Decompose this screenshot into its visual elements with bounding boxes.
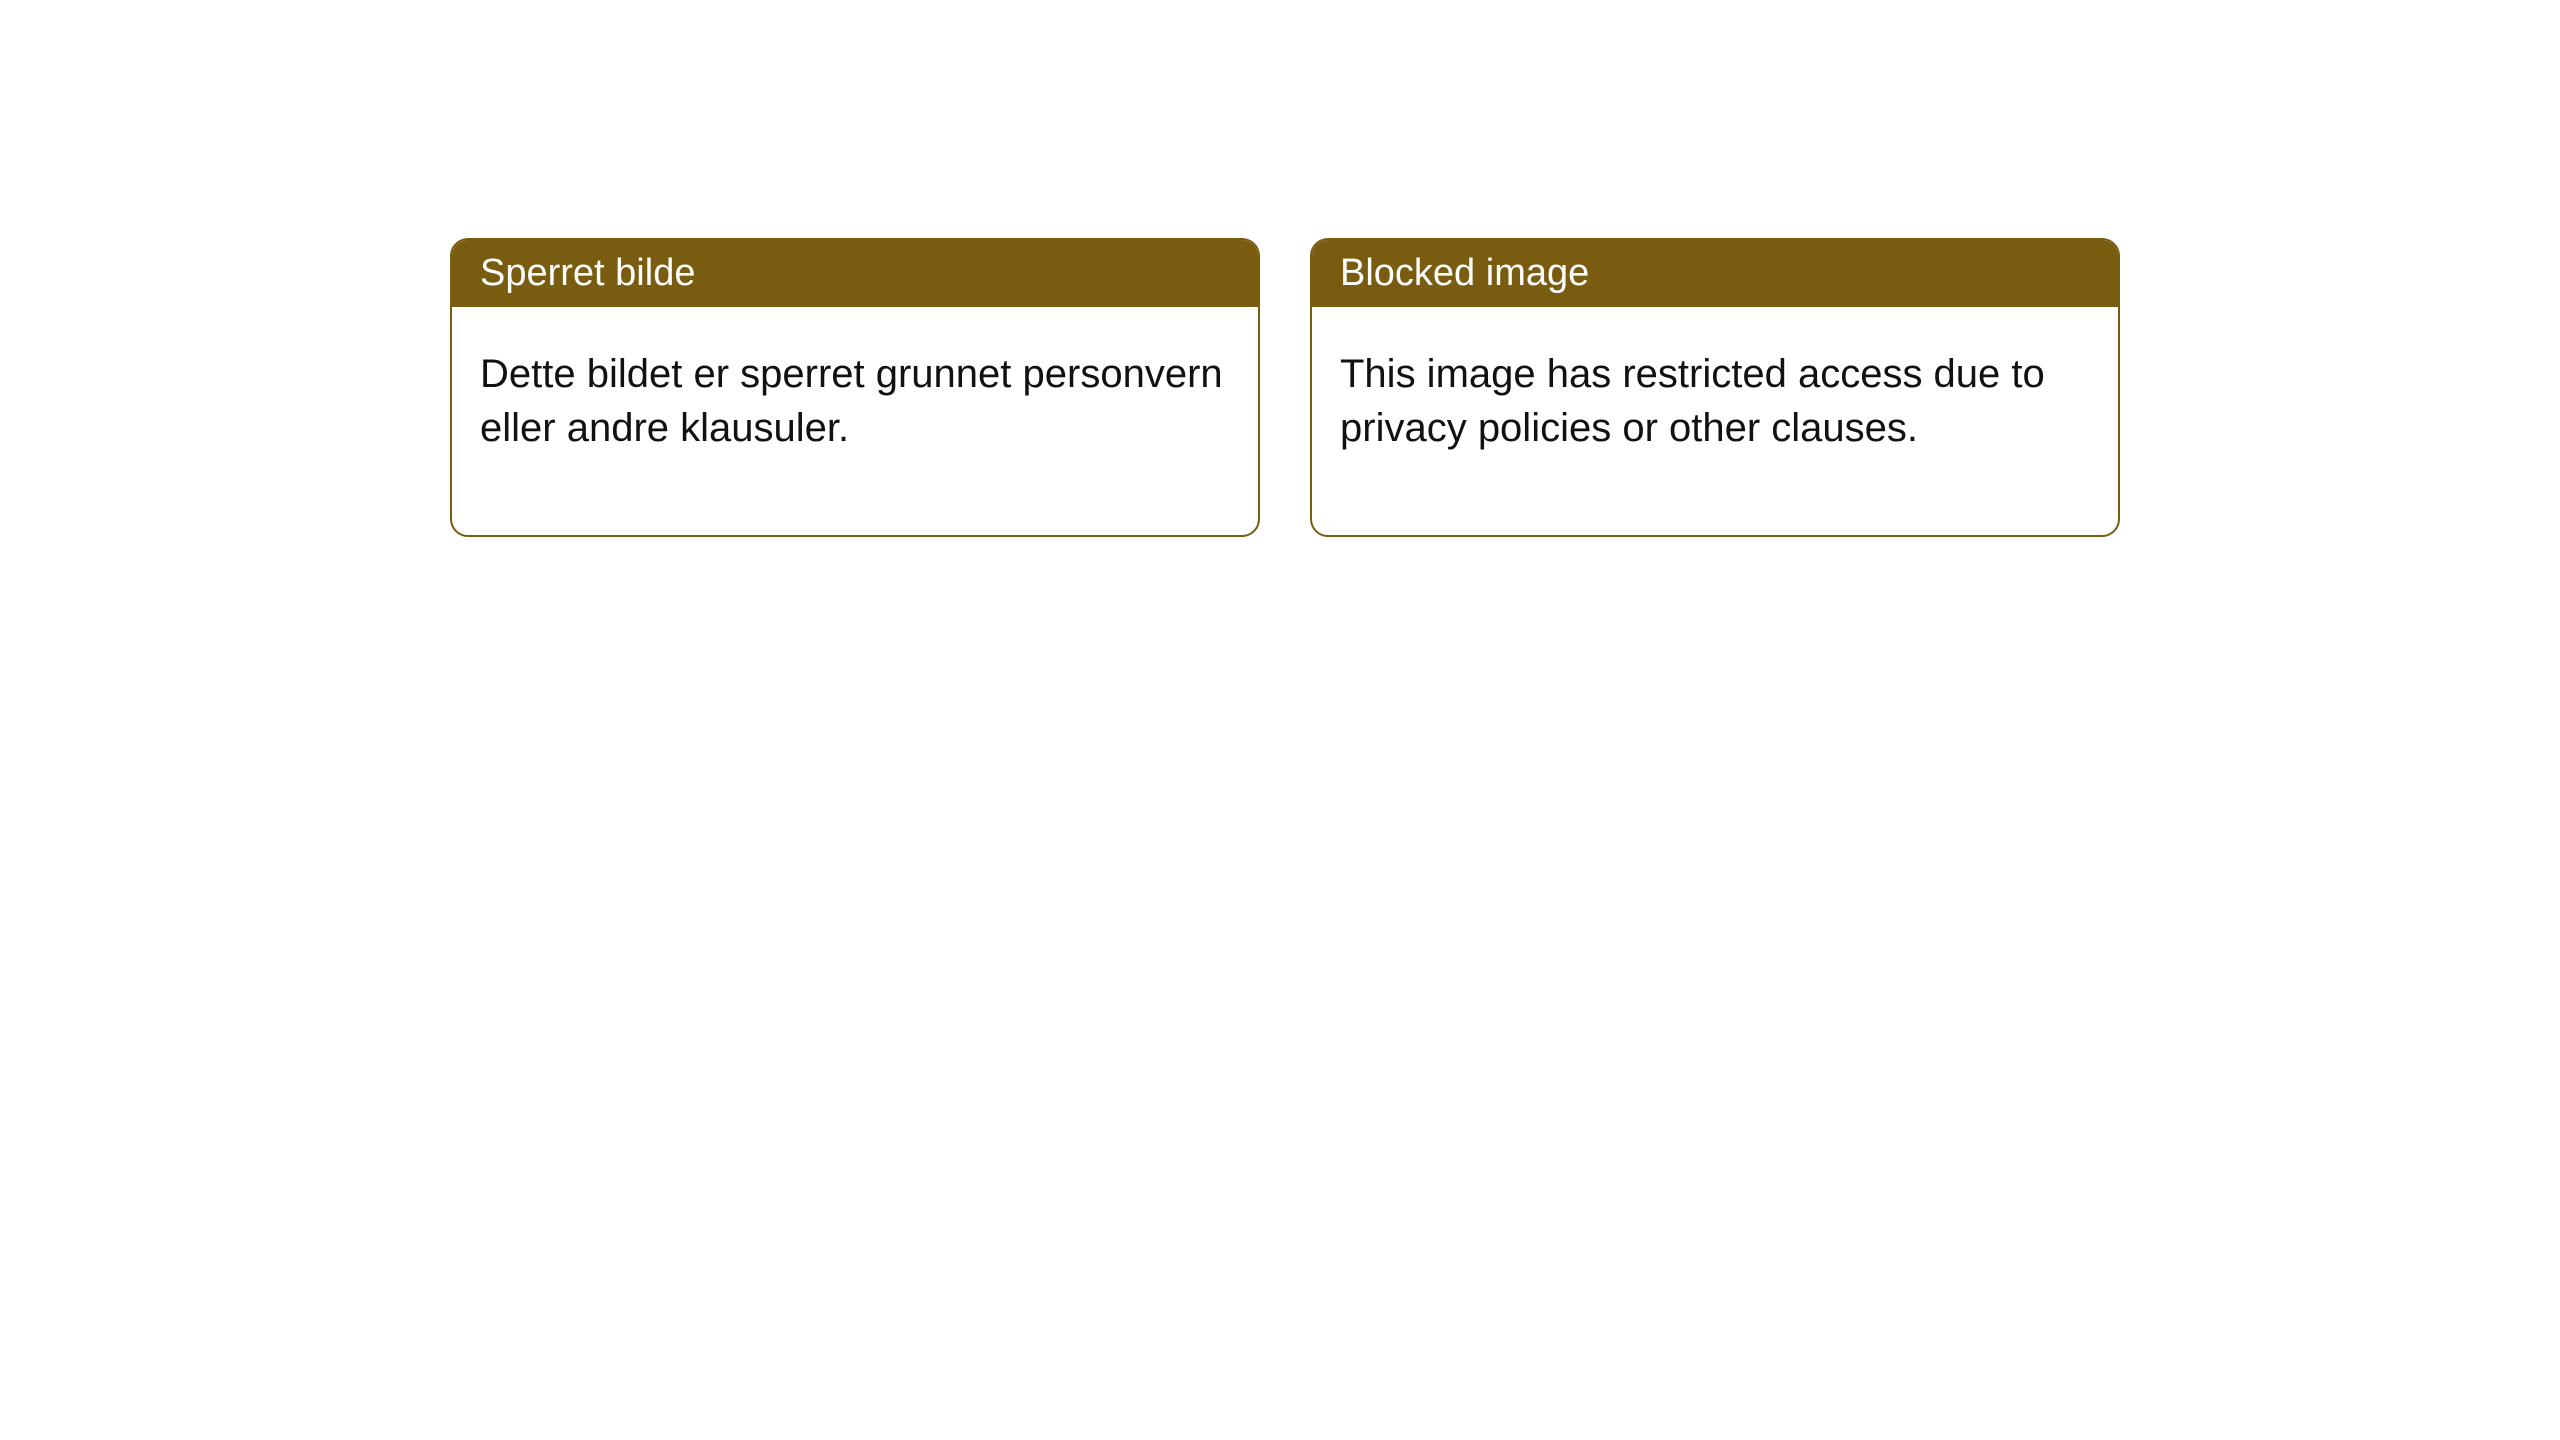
notice-card-norwegian: Sperret bilde Dette bildet er sperret gr… <box>450 238 1260 537</box>
notice-body: Dette bildet er sperret grunnet personve… <box>452 307 1258 535</box>
notice-container: Sperret bilde Dette bildet er sperret gr… <box>0 0 2560 537</box>
notice-title: Blocked image <box>1312 240 2118 307</box>
notice-card-english: Blocked image This image has restricted … <box>1310 238 2120 537</box>
notice-body: This image has restricted access due to … <box>1312 307 2118 535</box>
notice-title: Sperret bilde <box>452 240 1258 307</box>
